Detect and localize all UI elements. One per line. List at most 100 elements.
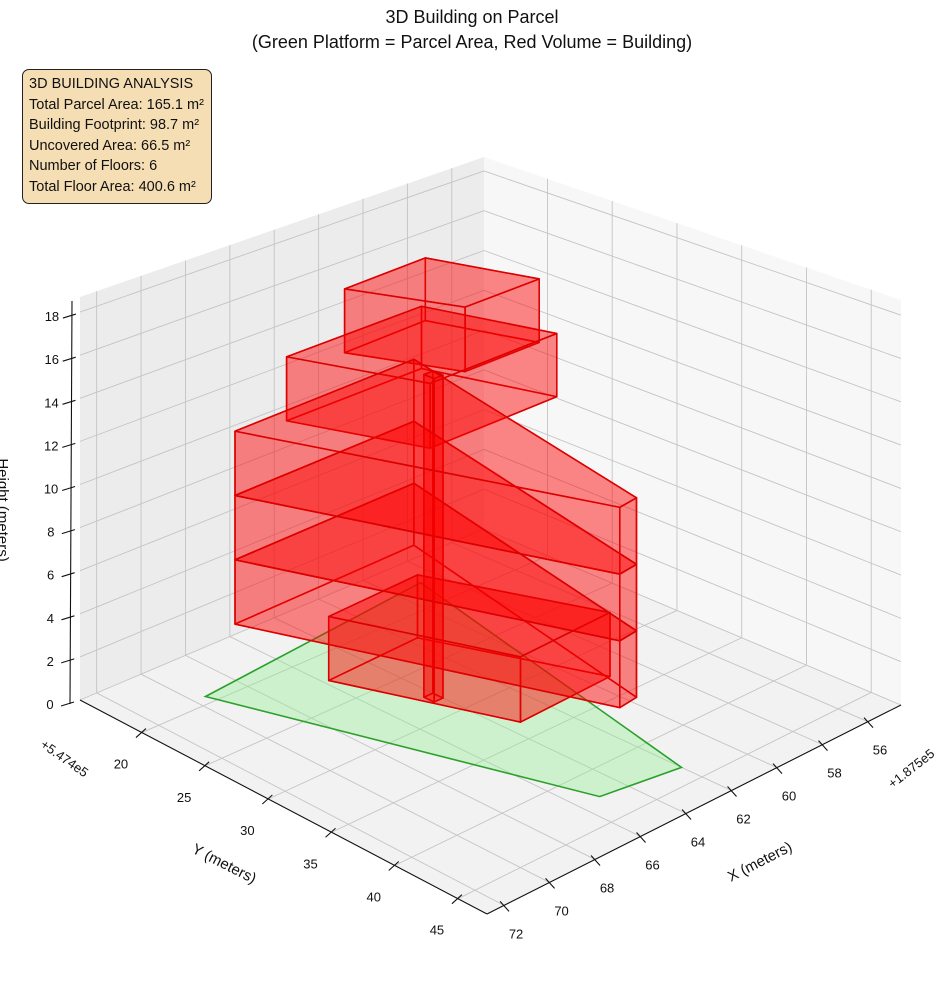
x-gridline-floor xyxy=(318,598,732,791)
x-tick xyxy=(636,832,646,843)
z-gridline-right-wall xyxy=(483,250,902,403)
x-gridline-floor xyxy=(96,692,505,906)
x-tick xyxy=(590,855,601,866)
z-gridline-left-wall xyxy=(79,250,485,399)
z-tick xyxy=(62,442,76,448)
z-tick xyxy=(62,399,76,405)
z-gridline-left-wall xyxy=(79,289,485,442)
y-tick-label: 40 xyxy=(366,889,380,904)
x-tick xyxy=(681,809,692,820)
z-gridline-right-wall xyxy=(483,449,902,619)
floor-top-face xyxy=(343,257,540,308)
z-tick-label: 6 xyxy=(47,568,54,583)
z-tick-label: 18 xyxy=(45,309,59,324)
x-axis-line xyxy=(486,704,902,915)
x-tick xyxy=(499,901,510,912)
z-gridline-left-wall xyxy=(79,409,485,572)
z-gridline-right-wall xyxy=(483,170,902,316)
gridlines xyxy=(79,168,902,906)
z-gridline-right-wall xyxy=(483,528,902,706)
floor-top-face xyxy=(423,370,444,380)
z-gridline-right-wall xyxy=(483,369,902,533)
z-axis-line xyxy=(69,300,73,705)
x-tick-label: 62 xyxy=(736,812,750,827)
floor-top-face xyxy=(234,420,638,575)
z-tick-label: 4 xyxy=(47,611,54,626)
z-gridline-right-wall xyxy=(483,488,902,663)
tick-labels: 5658606264666870722025303540450246810121… xyxy=(44,309,887,941)
floor-side-face xyxy=(619,630,638,709)
z-tick xyxy=(61,658,75,664)
x-tick-label: 68 xyxy=(600,880,614,895)
y-tick-label: 30 xyxy=(240,823,254,838)
y-tick xyxy=(198,761,210,772)
y-gridline-floor xyxy=(331,637,742,833)
building-volume xyxy=(234,257,638,723)
y-gridline-floor xyxy=(457,692,872,900)
y-tick-label: 45 xyxy=(430,923,444,938)
y-tick-label: 20 xyxy=(114,757,128,772)
info-parcel-area: Total Parcel Area: 165.1 m² xyxy=(29,96,204,113)
y-axis-label: Y (meters) xyxy=(189,841,259,888)
z-gridline-right-wall xyxy=(483,329,902,489)
x-tick-label: 56 xyxy=(873,743,887,758)
y-tick xyxy=(325,827,336,838)
x-tick-label: 66 xyxy=(645,857,659,872)
y-tick-label: 25 xyxy=(177,790,191,805)
z-tick-label: 16 xyxy=(44,352,58,367)
x-tick-label: 72 xyxy=(509,926,523,941)
x-tick-label: 58 xyxy=(827,766,841,781)
x-axis-label: X (meters) xyxy=(725,839,795,886)
left-wall-pane xyxy=(80,157,484,700)
z-tick-label: 0 xyxy=(46,697,53,712)
x-gridline-floor xyxy=(362,579,778,768)
z-tick xyxy=(61,529,76,535)
z-tick xyxy=(62,313,77,319)
x-offset-label: +1.875e5 xyxy=(885,746,937,791)
z-tick xyxy=(61,572,75,578)
x-gridline-floor xyxy=(451,542,869,723)
z-gridline-left-wall xyxy=(79,369,485,529)
z-tick-label: 14 xyxy=(44,395,58,410)
x-tick-label: 70 xyxy=(554,903,568,918)
y-gridline-floor xyxy=(394,664,807,866)
x-gridline-floor xyxy=(274,617,687,814)
x-tick-label: 60 xyxy=(782,789,796,804)
z-tick-label: 8 xyxy=(47,525,54,540)
z-gridline-left-wall xyxy=(79,170,485,313)
y-tick xyxy=(388,861,400,871)
x-gridline-floor xyxy=(185,654,596,860)
z-tick-label: 12 xyxy=(44,438,58,453)
z-gridline-left-wall xyxy=(79,449,485,615)
z-tick-label: 2 xyxy=(47,654,54,669)
info-heading: 3D BUILDING ANALYSIS xyxy=(29,76,194,92)
chart-title-line2: (Green Platform = Parcel Area, Red Volum… xyxy=(251,32,693,52)
x-tick xyxy=(727,786,737,797)
x-gridline-floor xyxy=(140,673,550,883)
info-uncovered-area: Uncovered Area: 66.5 m² xyxy=(29,137,191,154)
floor-pane xyxy=(80,529,901,914)
z-axis-label: Height (meters) xyxy=(0,458,11,561)
z-tick xyxy=(62,356,76,362)
z-gridline-right-wall xyxy=(483,210,902,359)
chart-title-line1: 3D Building on Parcel xyxy=(385,7,559,27)
floor-top-face xyxy=(234,482,638,642)
x-tick xyxy=(772,763,783,774)
x-tick-label: 64 xyxy=(691,835,705,850)
y-axis-line xyxy=(79,699,488,915)
z-gridline-left-wall xyxy=(79,528,485,701)
z-gridline-left-wall xyxy=(79,210,485,356)
y-gridline-floor xyxy=(268,610,678,800)
y-offset-label: +5.474e5 xyxy=(38,737,91,781)
z-tick xyxy=(61,615,75,621)
y-gridline-floor xyxy=(204,582,613,767)
info-floor-count: Number of Floors: 6 xyxy=(29,158,158,175)
info-footprint: Building Footprint: 98.7 m² xyxy=(29,117,200,134)
y-tick xyxy=(261,794,273,805)
y-gridline-floor xyxy=(141,555,548,733)
y-tick xyxy=(135,728,147,738)
x-tick xyxy=(545,878,555,889)
y-tick-label: 35 xyxy=(303,856,317,871)
floor-top-face xyxy=(285,305,558,385)
